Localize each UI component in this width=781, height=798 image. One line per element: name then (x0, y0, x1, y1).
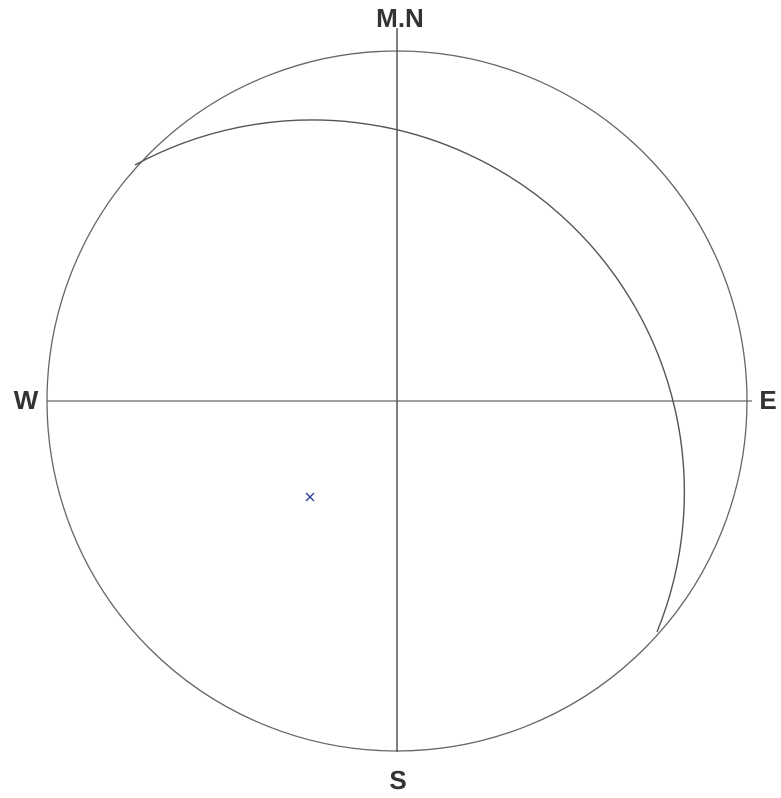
south-label: S (389, 765, 406, 795)
great-circle (134, 119, 686, 633)
pole-marker (305, 492, 315, 502)
west-label: W (14, 385, 39, 415)
east-label: E (759, 385, 776, 415)
north-label: M.N (376, 3, 424, 33)
